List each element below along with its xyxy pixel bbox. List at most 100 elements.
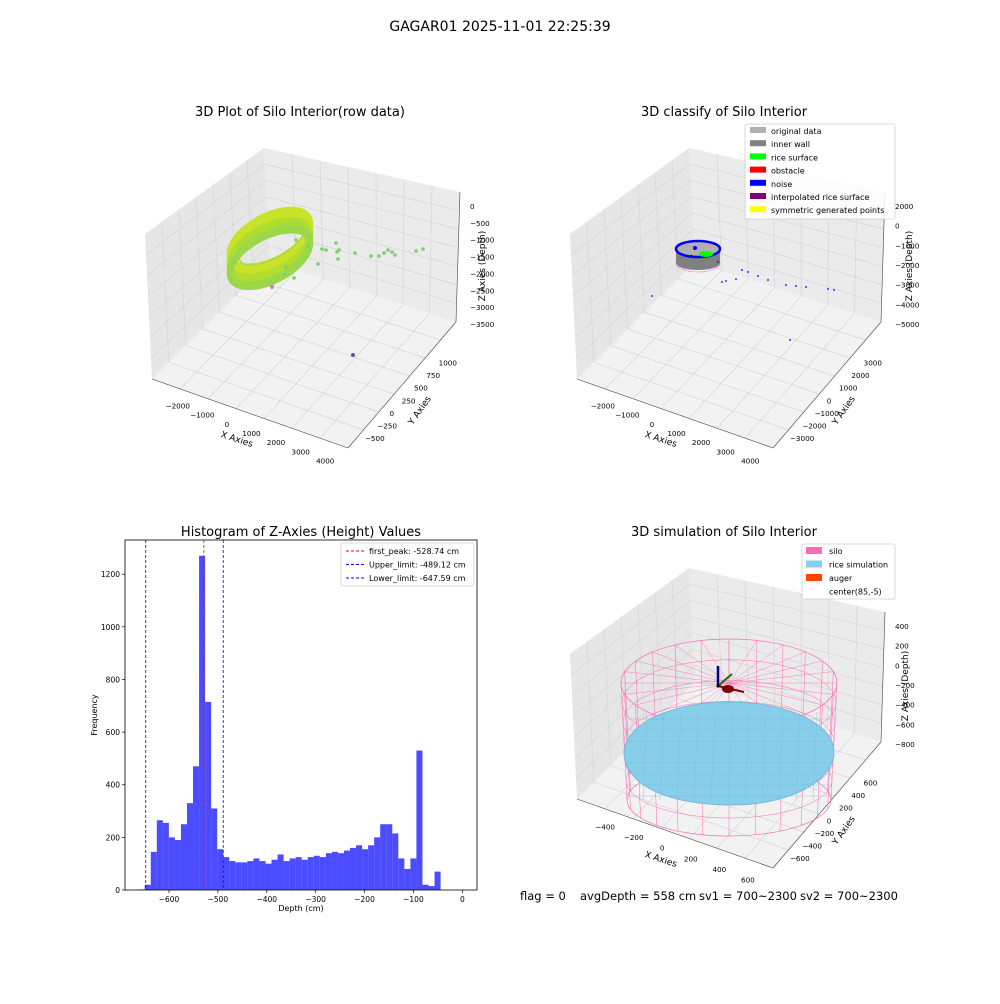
grid-line: [654, 172, 662, 296]
silo-roof-line: [728, 651, 806, 684]
histogram-bar: [313, 855, 320, 890]
histogram-bar: [404, 868, 411, 890]
grid-line: [145, 163, 460, 255]
x-tick-label: 1000: [242, 429, 261, 438]
z-tick-label: 200: [895, 642, 909, 651]
histogram-bar: [259, 861, 266, 890]
ring-inner-edge: [238, 222, 306, 266]
grid-line: [627, 328, 820, 395]
histogram-bar: [265, 863, 272, 890]
y-tick-label: 0: [827, 396, 832, 405]
rice-mesh-line: [676, 711, 682, 801]
histogram-bar: [337, 853, 344, 890]
z-tick-label: −3000: [470, 303, 495, 312]
z-axis-line: [455, 191, 461, 323]
grid-line: [744, 185, 858, 439]
y-tick-label: 250: [402, 396, 416, 405]
grid-line: [571, 600, 884, 696]
silo-roof-line: [624, 682, 730, 695]
histogram-bar: [398, 858, 405, 890]
raw-3d-y-ticks: −500 −250 0 250 500 750 1000: [365, 359, 457, 443]
rice-mesh-line: [812, 711, 818, 801]
z-tick-label: 0: [895, 661, 900, 670]
noise-point: [735, 278, 737, 280]
grid-line: [572, 196, 884, 297]
figure-title: GAGAR01 2025-11-01 22:25:39: [389, 19, 610, 35]
y-tick-label: −500: [365, 434, 385, 443]
histogram-bar: [410, 858, 417, 890]
histogram-bar: [211, 808, 218, 890]
scatter-point: [386, 248, 390, 252]
silo-roof-line: [652, 651, 730, 684]
grid-line: [586, 641, 595, 783]
legend-swatch: [750, 153, 766, 160]
histogram-bar: [193, 766, 200, 890]
x-tick-label: 0: [460, 895, 465, 904]
noise-point: [795, 285, 797, 287]
z-tick-label: 0: [470, 202, 475, 211]
y-tick-label: −200: [814, 829, 834, 838]
z-tick-label: −1500: [470, 253, 495, 262]
histogram-bar: [241, 862, 248, 890]
y-tick-label: 200: [106, 833, 121, 842]
z-tick-label: 400: [895, 622, 909, 631]
simulation-3d-y-ticks: −600 −400 −200 0 200 400 600: [790, 779, 878, 863]
histogram-bar: [289, 858, 296, 890]
grid-line: [603, 209, 612, 346]
side-pane: [570, 568, 695, 799]
scatter-point: [270, 285, 274, 289]
simulation-3d-x-label: X Axies: [643, 850, 678, 870]
x-tick-label: 200: [684, 854, 698, 863]
y-tick-label: 0: [115, 886, 120, 895]
histogram-bar: [247, 861, 254, 890]
noise-cluster: [689, 254, 693, 258]
legend-swatch: [750, 179, 766, 186]
z-tick-label: −4000: [895, 300, 920, 309]
grid-line: [637, 604, 645, 733]
scatter-point: [334, 241, 338, 245]
grid-line: [150, 245, 457, 359]
histogram-bar: [331, 851, 338, 890]
grid-line: [246, 160, 254, 279]
y-tick-label: 600: [106, 728, 121, 737]
histogram-bar: [350, 847, 357, 890]
floor-pane: [152, 262, 456, 448]
histogram-bar: [150, 851, 157, 890]
noise-point: [785, 284, 787, 286]
grid-line: [744, 605, 858, 859]
simulation-3d-y-label: Y Axies: [830, 814, 858, 847]
x-tick-label: 2000: [267, 438, 286, 447]
ring-layer: [226, 227, 314, 291]
x-tick-label: −400: [256, 895, 277, 904]
raw-3d-x-ticks: −2000−1000 0 1000 2000 3000 4000: [166, 402, 335, 466]
legend-swatch: [750, 193, 766, 199]
legend-label: symmetric generated points: [771, 206, 884, 215]
x-tick-label: 3000: [717, 447, 736, 456]
raw-3d-axes-box: [145, 148, 461, 449]
silo-wall-line: [620, 682, 628, 801]
histogram-bar: [374, 837, 381, 890]
x-tick-label: 4000: [741, 457, 760, 466]
status-line: flag = 0 avgDepth = 558 cm sv1 = 700~230…: [520, 889, 898, 903]
z-tick-label: 2000: [895, 202, 914, 211]
grid-line: [178, 209, 187, 346]
noise-point: [721, 281, 723, 283]
legend-swatch: [750, 206, 766, 213]
grid-line: [620, 197, 628, 329]
scatter-point: [393, 253, 397, 257]
y-tick-label: 600: [864, 779, 878, 788]
classify-3d-z-label: Z Axies (Depth): [905, 231, 915, 302]
panel-raw-3d: 3D Plot of Silo Interior(row data) −2000…: [145, 105, 495, 466]
y-tick-label: 200: [839, 804, 853, 813]
y-tick-label: 0: [389, 409, 394, 418]
x-tick-label: 2000: [692, 438, 711, 447]
histogram-y-ticks: 0 200 400 600 800 1000 1200: [101, 570, 125, 895]
grid-line: [716, 599, 830, 849]
scatter-point: [336, 257, 340, 261]
grid-line: [146, 180, 459, 276]
histogram-bar: [277, 854, 284, 890]
grid-line: [573, 212, 883, 318]
floor-pane: [577, 262, 881, 448]
scatter-point: [414, 249, 418, 253]
panel-simulation-3d: 3D simulation of Silo Interior −400 −200 0…: [570, 525, 915, 885]
